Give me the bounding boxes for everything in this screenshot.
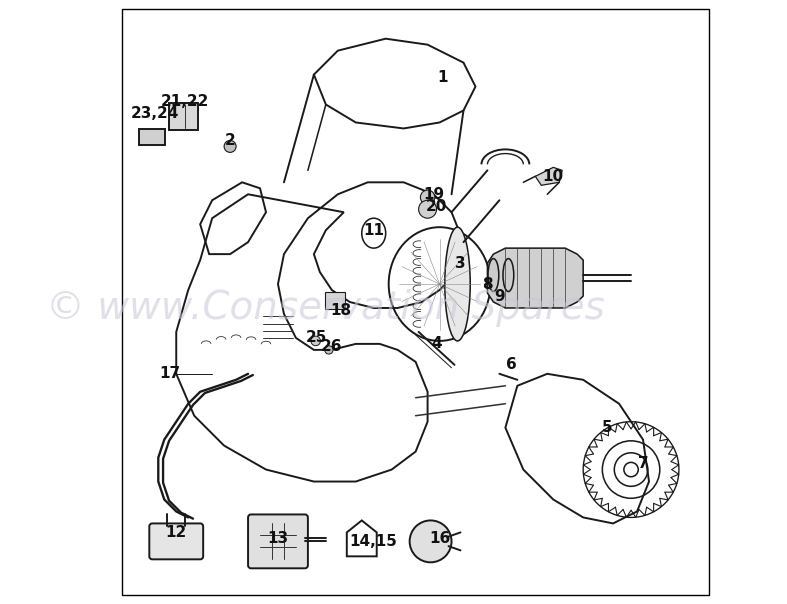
Text: 17: 17 bbox=[160, 366, 181, 381]
Text: 9: 9 bbox=[494, 289, 504, 304]
Circle shape bbox=[325, 345, 333, 354]
Text: 20: 20 bbox=[426, 199, 447, 214]
Text: 16: 16 bbox=[429, 531, 450, 546]
Text: 2: 2 bbox=[225, 133, 235, 148]
Text: 7: 7 bbox=[637, 456, 648, 471]
Ellipse shape bbox=[488, 259, 499, 292]
Text: 13: 13 bbox=[268, 531, 289, 546]
FancyBboxPatch shape bbox=[150, 524, 203, 559]
Text: 26: 26 bbox=[321, 339, 342, 355]
Circle shape bbox=[420, 190, 434, 204]
Circle shape bbox=[311, 336, 320, 345]
Text: 4: 4 bbox=[431, 336, 442, 352]
Polygon shape bbox=[487, 248, 583, 308]
Text: 10: 10 bbox=[543, 169, 563, 184]
Text: 11: 11 bbox=[364, 223, 384, 238]
Text: 18: 18 bbox=[331, 303, 351, 318]
Text: 1: 1 bbox=[438, 70, 448, 85]
Text: 25: 25 bbox=[306, 330, 327, 345]
FancyBboxPatch shape bbox=[325, 292, 345, 309]
Text: 23,24: 23,24 bbox=[131, 106, 179, 121]
Ellipse shape bbox=[445, 227, 470, 341]
Polygon shape bbox=[535, 167, 562, 185]
Text: 8: 8 bbox=[482, 277, 493, 292]
Text: 14,15: 14,15 bbox=[349, 534, 397, 549]
Ellipse shape bbox=[503, 259, 514, 292]
Circle shape bbox=[224, 140, 236, 152]
FancyBboxPatch shape bbox=[169, 103, 198, 130]
Text: © www.Conservation Spares: © www.Conservation Spares bbox=[46, 289, 605, 327]
FancyBboxPatch shape bbox=[139, 129, 165, 144]
Text: 12: 12 bbox=[165, 525, 187, 540]
FancyBboxPatch shape bbox=[248, 515, 308, 568]
Circle shape bbox=[419, 201, 437, 218]
Text: 5: 5 bbox=[602, 420, 612, 435]
Circle shape bbox=[410, 521, 452, 562]
Text: 19: 19 bbox=[423, 187, 444, 202]
Text: 6: 6 bbox=[506, 358, 517, 372]
Text: 21,22: 21,22 bbox=[161, 94, 209, 109]
Text: 3: 3 bbox=[455, 255, 466, 271]
